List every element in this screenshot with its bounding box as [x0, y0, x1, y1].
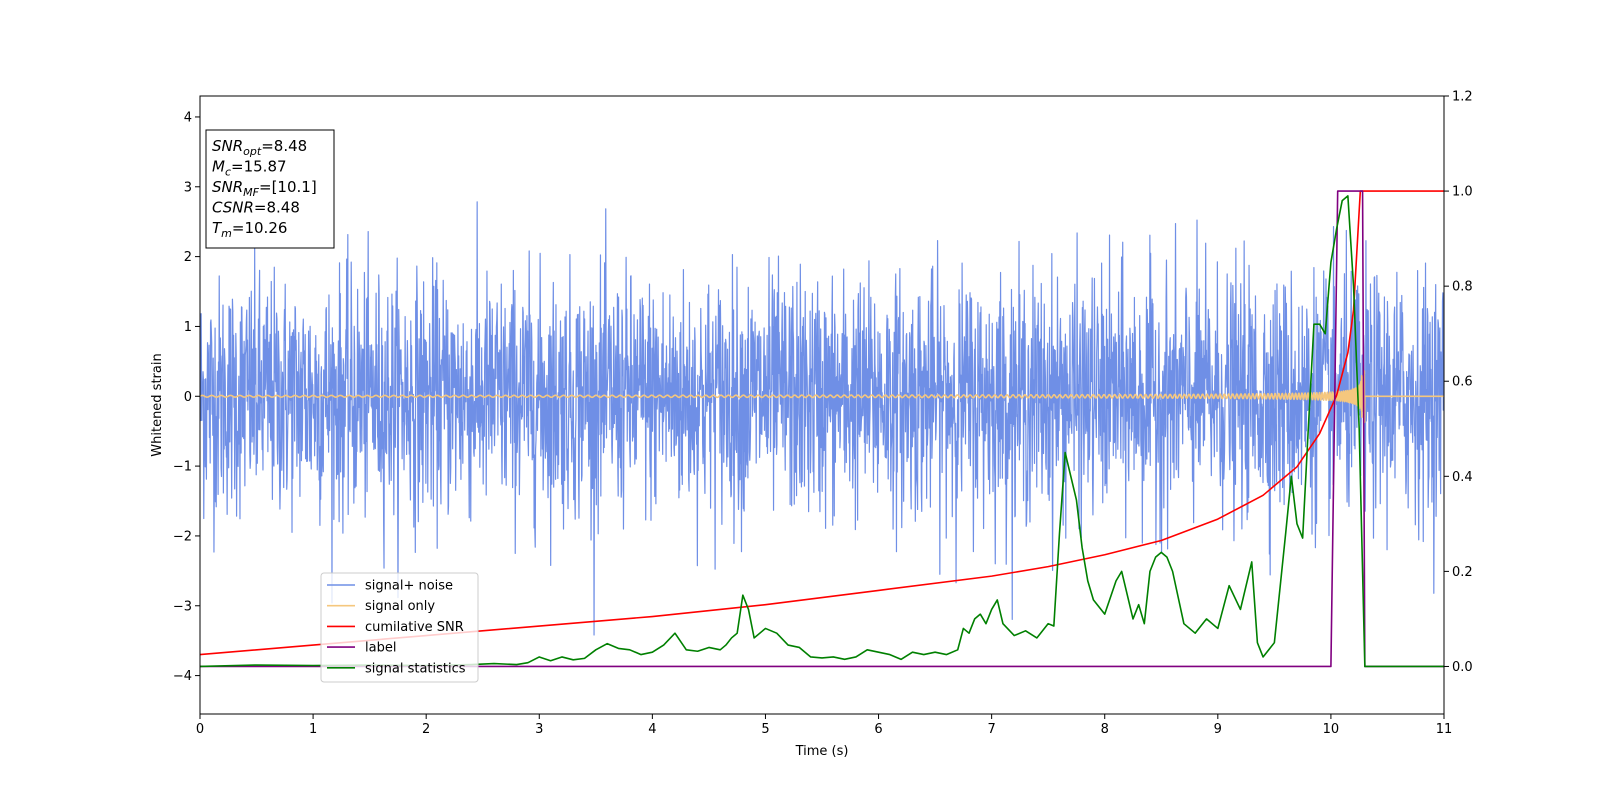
- annotation-sub-0: opt: [243, 145, 262, 158]
- y-tick-label-1: −3: [173, 599, 192, 614]
- x-tick-label-0: 0: [196, 722, 204, 737]
- annotation-line-3: CSNR=8.48: [212, 199, 300, 217]
- y2-tick-label-0: 0.0: [1452, 660, 1473, 675]
- x-tick-label-6: 6: [874, 722, 882, 737]
- annotation-frame: [205, 129, 335, 249]
- y-axis-title: Whitened strain: [150, 353, 165, 456]
- y2-tick-label-1: 0.2: [1452, 565, 1473, 580]
- x-tick-label-7: 7: [987, 722, 995, 737]
- legend: signal+ noise signal only cumilative SNR la…: [320, 572, 479, 683]
- x-tick-label-2: 2: [422, 722, 430, 737]
- annotation-box: SNRopt=8.48Mc=15.87SNRMF=[10.1]CSNR=8.48…: [205, 129, 335, 249]
- x-tick-label-8: 8: [1101, 722, 1109, 737]
- annotation-value-4: =10.26: [232, 219, 288, 237]
- legend-label-0: signal+ noise: [365, 579, 453, 594]
- annotation-sub-2: MF: [243, 186, 259, 199]
- x-tick-label-9: 9: [1214, 722, 1222, 737]
- y-tick-label-0: −4: [173, 669, 192, 684]
- y-tick-label-8: 4: [184, 110, 192, 125]
- series-layer: [200, 190, 1444, 668]
- legend-label-4: signal statistics: [365, 661, 466, 676]
- annotation-line-2: SNRMF=[10.1]: [212, 178, 317, 199]
- y-tick-label-4: 0: [184, 390, 192, 405]
- y-tick-label-3: −1: [173, 460, 192, 475]
- annotation-line-4: Tm=10.26: [212, 219, 287, 240]
- annotation-value-2: =[10.1]: [259, 178, 317, 196]
- y2-tick-label-4: 0.8: [1452, 280, 1473, 295]
- y-tick-label-2: −2: [173, 529, 192, 544]
- series-line-2: [200, 190, 1444, 656]
- legend-label-3: label: [365, 641, 396, 656]
- y2-tick-label-6: 1.2: [1452, 90, 1473, 105]
- x-tick-label-1: 1: [309, 722, 317, 737]
- annotation-value-3: =8.48: [254, 199, 300, 217]
- annotation-value-1: =15.87: [231, 158, 287, 176]
- y-tick-label-5: 1: [184, 320, 192, 335]
- y-tick-label-6: 2: [184, 250, 192, 265]
- series-line-1: [200, 370, 1444, 424]
- annotation-base-3: CSNR: [212, 199, 254, 217]
- x-axis: 0 1 2 3 4 5 6 7 8 9 10 11: [196, 714, 1452, 737]
- y-tick-label-7: 3: [184, 180, 192, 195]
- annotation-sub-4: m: [221, 227, 232, 240]
- annotation-line-1: Mc=15.87: [212, 158, 287, 179]
- legend-frame: [320, 572, 479, 683]
- plot-frame: [199, 95, 1445, 715]
- annotation-sub-1: c: [225, 166, 231, 179]
- x-tick-label-11: 11: [1436, 722, 1453, 737]
- x-tick-label-3: 3: [535, 722, 543, 737]
- x-tick-label-10: 10: [1323, 722, 1340, 737]
- y-axis-right: 0.0 0.2 0.4 0.6 0.8 1.0 1.2: [1444, 90, 1473, 675]
- y2-tick-label-3: 0.6: [1452, 375, 1473, 390]
- legend-label-2: cumilative SNR: [365, 620, 464, 635]
- annotation-base-2: SNR: [212, 178, 243, 196]
- x-tick-label-4: 4: [648, 722, 656, 737]
- legend-label-1: signal only: [365, 599, 435, 614]
- y2-tick-label-2: 0.4: [1452, 470, 1473, 485]
- x-tick-label-5: 5: [761, 722, 769, 737]
- annotation-base-0: SNR: [212, 137, 243, 155]
- series-line-0: [200, 201, 1444, 636]
- annotation-base-4: T: [212, 219, 223, 237]
- y-axis-left: −4 −3 −2 −1 0 1 2 3 4: [173, 110, 200, 684]
- x-axis-title: Time (s): [795, 744, 849, 759]
- series-line-4: [200, 195, 1444, 668]
- y2-tick-label-5: 1.0: [1452, 185, 1473, 200]
- annotation-line-0: SNRopt=8.48: [212, 137, 307, 158]
- annotation-value-0: =8.48: [261, 137, 307, 155]
- annotation-base-1: M: [212, 158, 225, 176]
